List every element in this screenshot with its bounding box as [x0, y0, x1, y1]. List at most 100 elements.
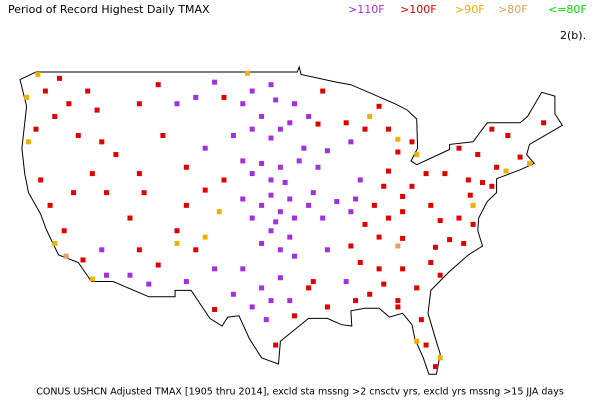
- station-marker: [273, 342, 279, 348]
- station-marker: [282, 179, 288, 185]
- station-marker: [437, 272, 443, 278]
- station-marker: [202, 145, 208, 151]
- station-marker: [136, 247, 142, 253]
- station-marker: [249, 304, 255, 310]
- station-marker: [273, 97, 279, 103]
- station-marker: [277, 275, 283, 281]
- station-marker: [371, 202, 377, 208]
- station-marker: [277, 209, 283, 215]
- station-marker: [414, 152, 420, 158]
- station-marker: [467, 192, 473, 198]
- station-marker: [348, 209, 354, 215]
- station-marker: [249, 215, 255, 221]
- station-marker: [395, 243, 401, 249]
- station-marker: [348, 139, 354, 145]
- map-title: Period of Record Highest Daily TMAX: [8, 3, 210, 16]
- station-marker: [353, 298, 359, 304]
- station-marker: [423, 342, 429, 348]
- station-marker: [89, 171, 95, 177]
- station-marker: [376, 234, 382, 240]
- station-marker: [25, 139, 31, 145]
- station-marker: [66, 101, 72, 107]
- station-marker: [136, 101, 142, 107]
- station-marker: [263, 317, 269, 323]
- station-marker: [395, 298, 401, 304]
- station-marker: [42, 88, 48, 94]
- station-marker: [470, 202, 476, 208]
- station-marker: [63, 253, 69, 259]
- station-marker: [230, 133, 236, 138]
- station-marker: [362, 126, 368, 132]
- station-marker: [432, 364, 438, 370]
- station-marker: [541, 120, 547, 126]
- station-marker: [174, 101, 180, 107]
- legend-entry: <=80F: [548, 3, 587, 16]
- station-marker: [268, 228, 274, 234]
- station-marker: [103, 190, 109, 196]
- station-marker: [99, 139, 105, 145]
- station-marker: [400, 235, 406, 241]
- station-marker: [381, 281, 387, 287]
- station-marker: [385, 126, 391, 132]
- station-marker: [240, 158, 246, 164]
- station-marker: [503, 168, 509, 174]
- station-marker: [259, 202, 265, 208]
- station-marker: [456, 145, 462, 151]
- station-marker: [287, 120, 293, 126]
- station-marker: [240, 196, 246, 202]
- station-marker: [296, 158, 302, 164]
- station-marker: [259, 113, 265, 119]
- station-marker: [432, 244, 438, 250]
- station-marker: [324, 304, 330, 310]
- station-marker: [174, 228, 180, 234]
- station-marker: [291, 101, 297, 107]
- station-marker: [216, 209, 222, 215]
- station-marker: [221, 94, 227, 100]
- station-marker: [306, 202, 312, 208]
- station-marker: [494, 164, 500, 170]
- station-marker: [334, 199, 340, 205]
- station-marker: [470, 221, 476, 227]
- station-marker: [268, 177, 274, 183]
- station-marker: [183, 279, 189, 285]
- station-marker: [287, 298, 293, 304]
- station-marker: [362, 221, 368, 227]
- station-marker: [56, 75, 62, 81]
- station-marker: [221, 177, 227, 183]
- station-marker: [141, 190, 147, 196]
- station-marker: [461, 240, 467, 246]
- station-marker: [193, 247, 199, 253]
- station-marker: [475, 152, 481, 158]
- station-marker: [268, 298, 274, 304]
- station-marker: [367, 291, 373, 297]
- station-marker: [24, 94, 30, 100]
- station-marker: [489, 126, 495, 132]
- station-marker: [505, 133, 511, 138]
- station-marker: [357, 177, 363, 183]
- station-marker: [268, 82, 274, 88]
- station-marker: [249, 126, 255, 132]
- station-marker: [259, 160, 265, 166]
- station-marker: [33, 126, 39, 132]
- station-marker: [306, 285, 312, 291]
- station-marker: [395, 149, 401, 155]
- station-marker: [418, 317, 424, 323]
- station-marker: [437, 355, 443, 361]
- station-marker: [103, 272, 109, 278]
- station-marker: [324, 247, 330, 253]
- station-marker: [155, 82, 161, 88]
- station-marker: [381, 183, 387, 189]
- station-marker: [249, 88, 255, 94]
- legend-entry: >90F: [455, 3, 485, 16]
- station-marker: [376, 266, 382, 272]
- station-marker: [240, 101, 246, 107]
- station-marker: [409, 139, 415, 145]
- station-marker: [343, 120, 349, 126]
- station-marker: [80, 257, 86, 263]
- station-marker: [212, 306, 218, 312]
- station-marker: [136, 171, 142, 177]
- station-marker: [489, 183, 495, 189]
- station-marker: [310, 190, 316, 196]
- station-marker: [447, 237, 453, 243]
